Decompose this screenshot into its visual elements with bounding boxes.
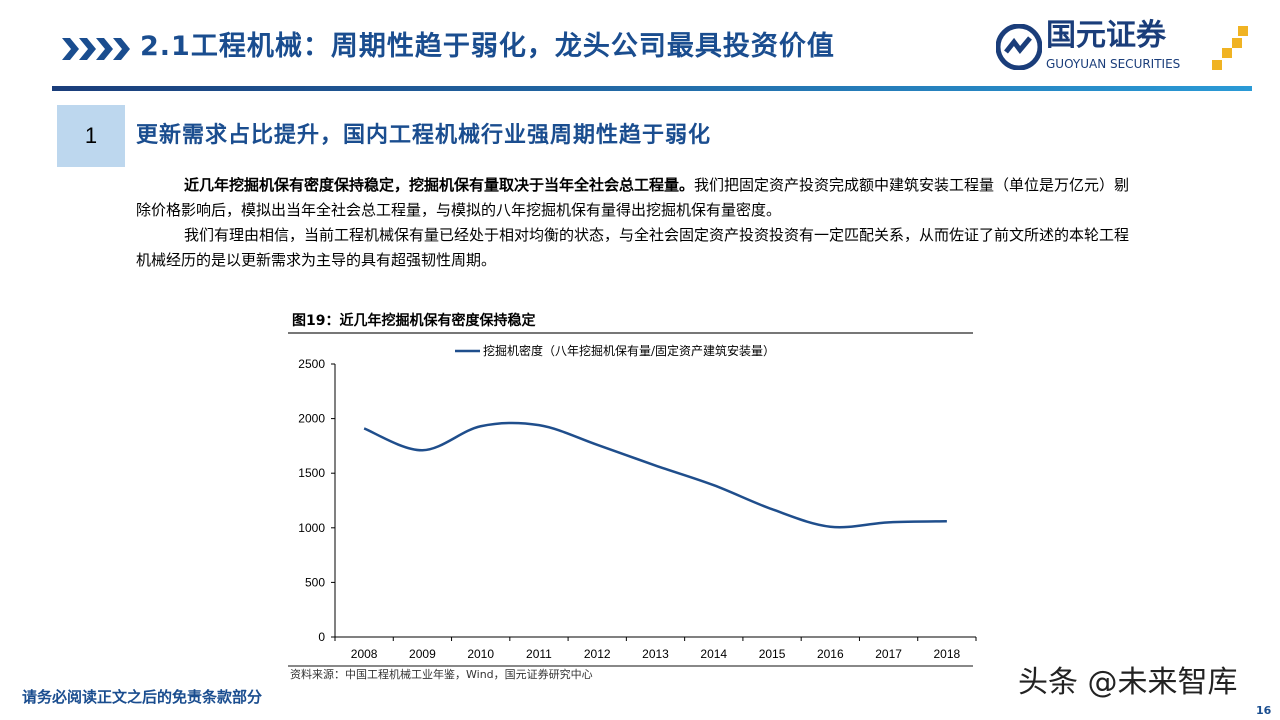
y-tick-label: 2000 — [298, 412, 325, 426]
logo-squares-icon — [1212, 26, 1248, 70]
x-tick-label: 2012 — [584, 647, 611, 661]
paragraph-1-body: 我们把固定资产投资完成额中建筑安装工程量（单位是万亿元）剔除价格影响后，模拟出当… — [136, 176, 1130, 219]
header-divider — [52, 86, 1252, 91]
x-tick-label: 2016 — [817, 647, 844, 661]
disclaimer: 请务必阅读正文之后的免责条款部分 — [22, 688, 263, 706]
y-tick-label: 2500 — [298, 357, 325, 371]
x-tick-label: 2018 — [934, 647, 961, 661]
source-divider — [288, 665, 973, 667]
page-number: 16 — [1256, 704, 1272, 717]
logo-text: 国元证券 — [1046, 18, 1166, 53]
x-tick-label: 2008 — [351, 647, 378, 661]
chevrons-icon — [62, 38, 130, 60]
y-tick-label: 0 — [318, 630, 325, 644]
series-line — [363, 421, 947, 529]
paragraph-2: 我们有理由相信，当前工程机械保有量已经处于相对均衡的状态，与全社会固定资产投资投… — [136, 226, 1130, 269]
paragraph-1-lead: 近几年挖掘机保有密度保持稳定，挖掘机保有量取决于当年全社会总工程量。 — [184, 176, 695, 194]
page-title: 2.1工程机械：周期性趋于弱化，龙头公司最具投资价值 — [140, 31, 835, 62]
watermark: 头条 @未来智库 — [1018, 665, 1238, 700]
line-chart: 0 500 1000 1500 2000 2500 2008 2009 2010 2011 2012… — [298, 343, 977, 661]
y-tick-label: 1000 — [298, 521, 325, 535]
paragraph-1: 近几年挖掘机保有密度保持稳定，挖掘机保有量取决于当年全社会总工程量。我们把固定资… — [136, 173, 1141, 223]
logo-subtext: GUOYUAN SECURITIES — [1046, 57, 1181, 71]
legend-label: 挖掘机密度（八年挖掘机保有量/固定资产建筑安装量） — [483, 343, 775, 358]
x-tick-label: 2009 — [409, 647, 436, 661]
x-tick-label: 2017 — [875, 647, 902, 661]
body-text: 近几年挖掘机保有密度保持稳定，挖掘机保有量取决于当年全社会总工程量。我们把固定资… — [136, 173, 1141, 273]
x-tick-label: 2013 — [642, 647, 669, 661]
x-tick-label: 2011 — [526, 647, 552, 661]
x-tick-label: 2015 — [759, 647, 786, 661]
x-tick-label: 2014 — [700, 647, 727, 661]
logo-icon — [996, 24, 1042, 70]
y-tick-label: 1500 — [298, 466, 325, 480]
section-number: 1 — [57, 105, 125, 167]
x-tick-label: 2010 — [467, 647, 494, 661]
figure-title: 图19：近几年挖掘机保有密度保持稳定 — [292, 313, 536, 329]
section-title: 更新需求占比提升，国内工程机械行业强周期性趋于弱化 — [136, 123, 712, 148]
y-tick-label: 500 — [305, 575, 325, 589]
figure-source: 资料来源：中国工程机械工业年鉴，Wind，国元证券研究中心 — [290, 668, 593, 681]
figure-divider — [288, 332, 973, 334]
